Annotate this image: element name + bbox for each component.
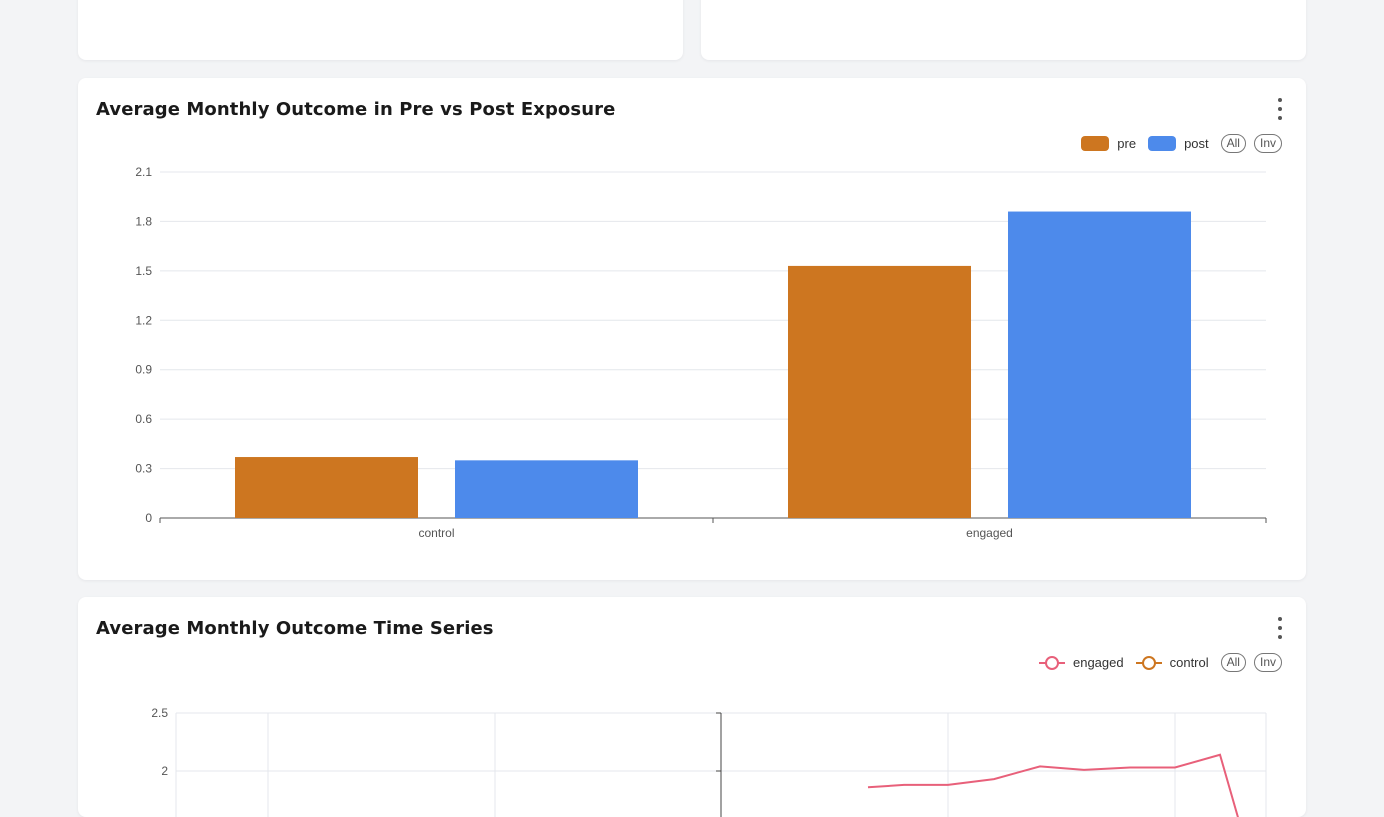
y-tick-label: 0.6 — [135, 412, 152, 426]
line-chart-title: Average Monthly Outcome Time Series — [96, 618, 494, 639]
line-chart-menu-icon[interactable] — [1274, 617, 1286, 639]
bar-chart-legend: pre post All Inv — [1081, 134, 1282, 153]
legend-swatch-engaged — [1038, 655, 1065, 670]
legend-label-engaged: engaged — [1072, 655, 1124, 670]
bar-chart-card: Average Monthly Outcome in Pre vs Post E… — [78, 78, 1306, 580]
legend-label-post: post — [1184, 136, 1209, 151]
bar-chart-title: Average Monthly Outcome in Pre vs Post E… — [96, 99, 616, 120]
y-tick-label: 1.8 — [135, 214, 152, 228]
series-line-engaged — [867, 753, 1239, 817]
y-tick-label: 2 — [161, 764, 168, 778]
y-tick-label: 1.5 — [135, 264, 152, 278]
x-tick-label: control — [418, 526, 454, 540]
legend-all-button[interactable]: All — [1220, 134, 1246, 153]
top-right-card — [701, 0, 1306, 60]
line-chart: 22.5 — [151, 706, 1267, 817]
y-tick-label: 2.5 — [151, 706, 168, 720]
y-tick-label: 2.1 — [135, 165, 152, 179]
legend-item-control[interactable]: control — [1135, 655, 1209, 670]
legend-item-pre[interactable]: pre — [1081, 136, 1136, 151]
y-tick-label: 0 — [145, 511, 152, 525]
legend-swatch-post — [1148, 136, 1177, 151]
y-tick-label: 0.3 — [135, 462, 152, 476]
line-chart-legend: engaged control All Inv — [1038, 653, 1282, 672]
legend-item-engaged[interactable]: engaged — [1038, 655, 1124, 670]
legend-item-post[interactable]: post — [1148, 136, 1209, 151]
line-chart-card: Average Monthly Outcome Time Series enga… — [78, 597, 1306, 817]
legend-invert-button[interactable]: Inv — [1253, 134, 1282, 153]
y-tick-label: 0.9 — [135, 363, 152, 377]
x-tick-label: engaged — [966, 526, 1013, 540]
legend-all-button-2[interactable]: All — [1220, 653, 1246, 672]
bar-post-engaged — [1008, 211, 1191, 519]
legend-label-pre: pre — [1117, 136, 1137, 151]
bar-pre-engaged — [788, 265, 971, 518]
legend-label-control: control — [1169, 655, 1209, 670]
legend-invert-button-2[interactable]: Inv — [1253, 653, 1282, 672]
bar-chart: 0 0.3 0.6 0.9 1.2 1.5 1.8 2.1 control engaged — [135, 165, 1267, 540]
bar-chart-menu-icon[interactable] — [1274, 98, 1286, 120]
y-tick-label: 1.2 — [135, 313, 152, 327]
legend-swatch-control — [1135, 655, 1162, 670]
bar-post-control — [455, 460, 638, 518]
bar-pre-control — [235, 457, 418, 518]
legend-swatch-pre — [1081, 136, 1110, 151]
top-left-card — [78, 0, 683, 60]
